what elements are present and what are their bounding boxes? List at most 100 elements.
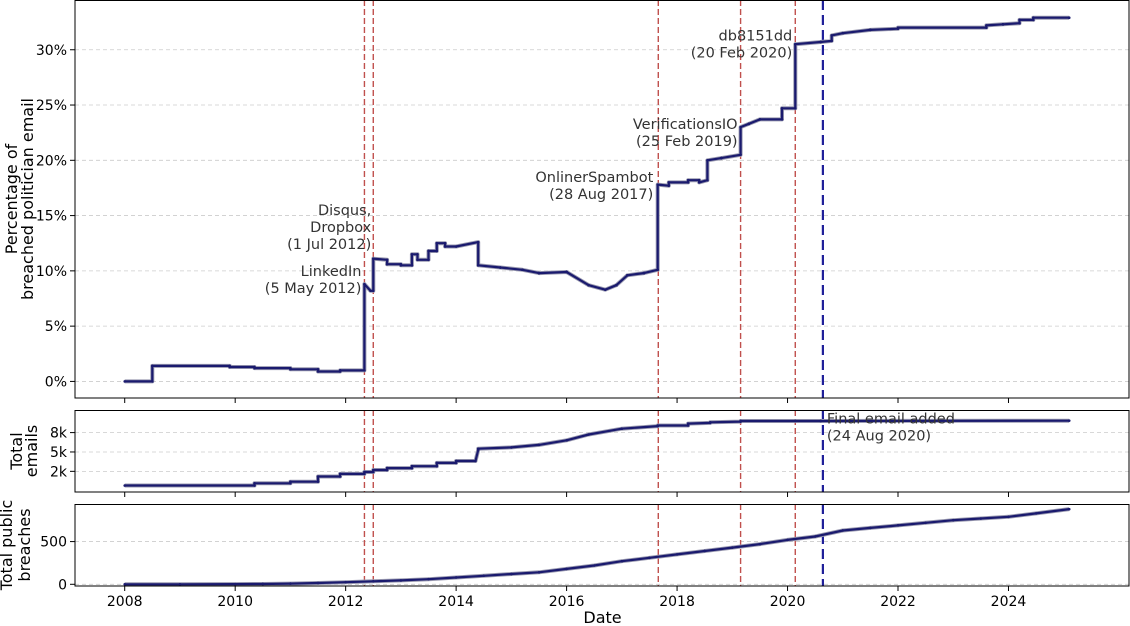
data-point [841,31,845,35]
annotation-text: (20 Feb 2020) [691,45,793,61]
annotation-text: Dropbox [310,220,372,236]
data-point [675,553,679,556]
y-axis-label: Percentage of [2,143,21,254]
annotation-text: (1 Jul 2012) [287,237,371,253]
data-point [316,581,320,585]
data-point [228,365,231,369]
data-point [841,529,845,532]
data-point [565,439,568,442]
data-point [253,366,256,370]
data-point [443,245,447,248]
x-tick-label: 2022 [880,594,916,610]
data-point [427,249,430,253]
data-point [780,107,784,110]
data-point [793,419,797,423]
data-point [363,282,366,286]
axes-frame [74,410,1130,493]
annotation-text: Disqus, [318,203,371,219]
data-point [427,258,430,262]
data-point [615,283,618,287]
annotation-text: (5 May 2012) [265,281,362,297]
data-point [642,271,646,275]
y-tick-label: 5k [50,445,68,461]
data-point [985,26,988,29]
data-point [830,39,834,43]
y-axis-label: Total public [0,500,16,592]
y-tick-label: 15% [36,209,67,225]
data-point [476,447,480,451]
data-point [697,178,701,182]
data-point [510,572,513,576]
data-point [410,252,414,256]
data-point [385,258,389,262]
data-point [123,380,127,383]
x-tick-label: 2010 [217,594,253,610]
data-point [151,364,154,368]
data-point [338,369,342,372]
data-point [587,433,590,436]
panel-3: 0 500 2008 2010 2012 2014 2016 2018 2020 2022 2024… [0,500,1130,610]
data-point [316,480,320,483]
data-point [686,181,690,184]
data-point [435,464,439,468]
data-point [667,184,671,188]
data-point [443,241,447,245]
y-tick-label: 0 [58,577,67,593]
data-point [454,461,458,465]
data-point [410,466,414,470]
data-point [656,268,660,272]
data-point [371,257,375,261]
data-point [316,475,320,478]
data-point [344,580,347,584]
data-point [869,526,872,530]
data-point [924,521,927,525]
data-point [233,582,237,586]
data-point [793,107,797,110]
data-point [626,273,629,277]
data-point [747,122,751,126]
x-tick-label: 2020 [770,594,806,610]
data-point [819,40,822,44]
data-point [1001,23,1005,26]
data-point [385,466,389,470]
data-point [537,443,541,447]
data-point [1007,515,1010,519]
data-point [793,42,797,46]
data-point [739,125,742,129]
annotation-text: OnlinerSpambot [535,170,653,186]
data-point [731,546,734,549]
data-point [1067,419,1071,422]
data-point [706,159,709,162]
series-line [124,508,1070,586]
data-point [686,424,690,427]
y-axis-label: breached politician email [18,98,37,300]
data-point [399,579,403,582]
data-point [369,289,372,293]
panel-2: 2k 5k 8k Final email added(24 Aug 2020) Tota… [7,410,1130,497]
data-point [363,472,366,476]
series-shadow [124,507,1070,587]
y-tick-label: 0% [45,374,67,390]
data-point [289,480,292,483]
data-point [338,475,342,478]
y-tick-label: 5% [45,319,67,335]
x-tick-label: 2024 [991,594,1027,610]
data-point [686,422,690,425]
x-tick-label: 2016 [549,594,585,610]
data-point [454,459,458,463]
data-point [667,181,671,184]
data-point [410,264,414,267]
data-point [123,484,127,487]
data-point [151,380,154,383]
data-point [656,183,660,186]
data-point [435,461,439,465]
data-point [819,419,822,423]
y-tick-label: 10% [36,264,67,280]
data-point [482,574,486,578]
data-point [371,470,375,474]
data-point [896,524,900,527]
data-point [708,420,712,424]
data-point [1032,18,1035,22]
data-point [521,268,524,272]
